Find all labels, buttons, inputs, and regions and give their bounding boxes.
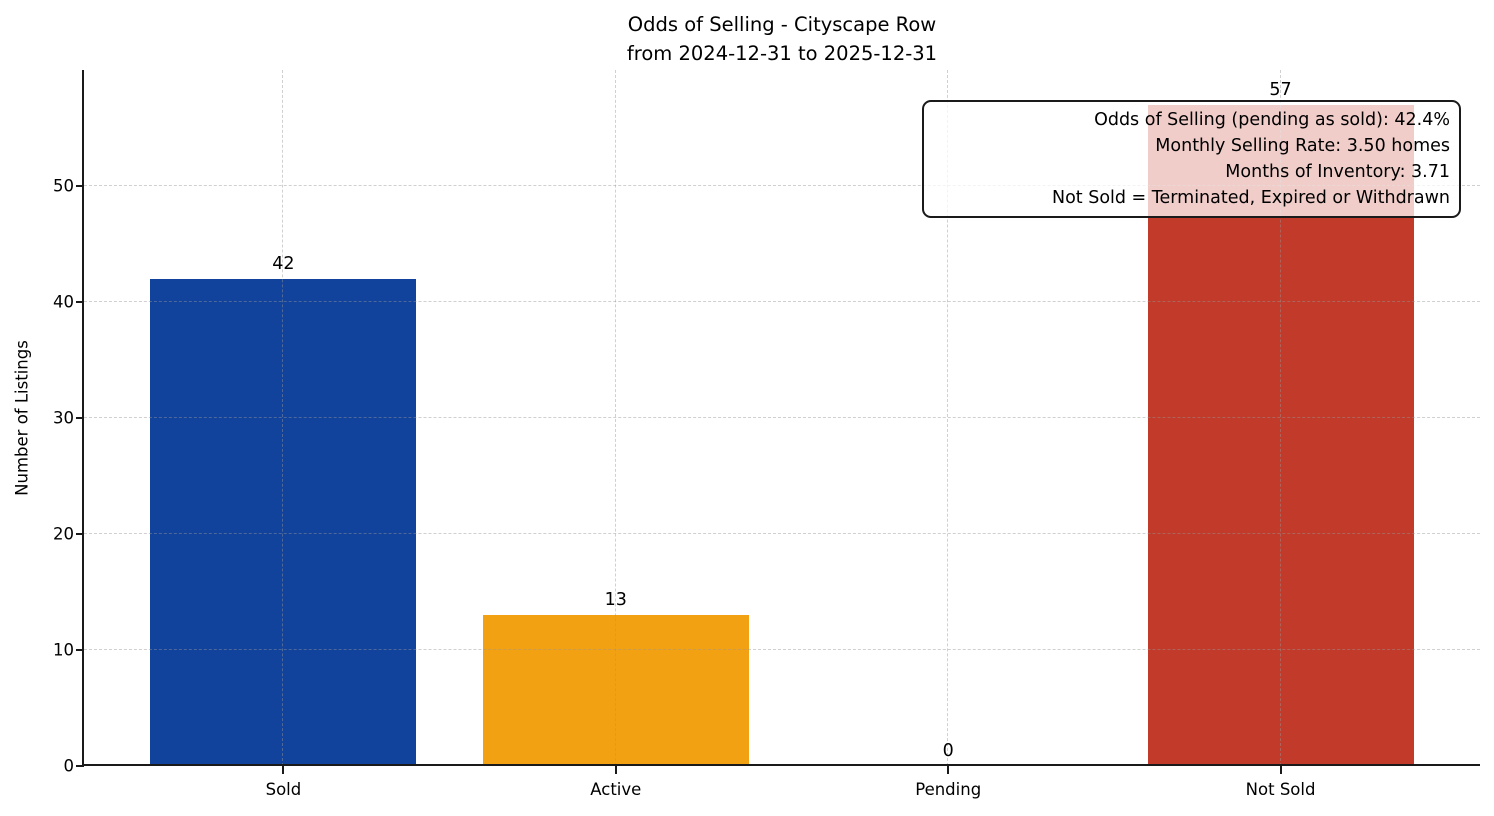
- y-tick-label-20: 20: [53, 524, 74, 544]
- x-tick-label-active: Active: [590, 780, 642, 799]
- x-tick-label-sold: Sold: [265, 780, 302, 799]
- x-axis-spine: [82, 764, 1480, 766]
- x-tick-mark-not-sold: [1279, 766, 1282, 774]
- y-tick-mark-20: [76, 533, 84, 535]
- y-tick-mark-0: [76, 765, 84, 767]
- bar-value-label-sold: 42: [272, 254, 295, 274]
- x-tick-label-not-sold: Not Sold: [1245, 780, 1316, 799]
- y-tick-mark-50: [76, 185, 84, 187]
- y-tick-label-10: 10: [53, 640, 74, 660]
- y-tick-mark-10: [76, 649, 84, 651]
- y-tick-label-40: 40: [53, 292, 74, 312]
- annotation-box: Odds of Selling (pending as sold): 42.4%…: [922, 100, 1461, 218]
- y-tick-mark-30: [76, 417, 84, 419]
- chart-title-line2: from 2024-12-31 to 2025-12-31: [626, 42, 938, 65]
- y-tick-label-30: 30: [53, 408, 74, 428]
- x-tick-mark-sold: [282, 766, 285, 774]
- annotation-not-sold-definition: Not Sold = Terminated, Expired or Withdr…: [1051, 188, 1450, 208]
- y-tick-label-0: 0: [63, 756, 75, 776]
- bar-active: [483, 615, 749, 766]
- bar-value-label-active: 13: [604, 590, 627, 610]
- annotation-odds-of-selling: Odds of Selling (pending as sold): 42.4%: [1094, 110, 1450, 130]
- chart-title-line1: Odds of Selling - Cityscape Row: [627, 13, 937, 36]
- chart-title: Odds of Selling - Cityscape Row from 202…: [84, 10, 1480, 68]
- x-tick-mark-active: [614, 766, 617, 774]
- annotation-monthly-selling-rate: Monthly Selling Rate: 3.50 homes: [1155, 136, 1450, 156]
- y-tick-mark-40: [76, 301, 84, 303]
- y-axis-label: Number of Listings: [12, 340, 32, 496]
- y-axis-spine: [82, 70, 84, 766]
- annotation-months-of-inventory: Months of Inventory: 3.71: [1225, 162, 1450, 182]
- x-tick-mark-pending: [947, 766, 950, 774]
- x-tick-label-pending: Pending: [915, 780, 982, 799]
- bar-sold: [150, 279, 416, 766]
- bar-value-label-pending: 0: [942, 741, 954, 761]
- bar-value-label-not-sold: 57: [1269, 80, 1292, 100]
- y-tick-label-50: 50: [53, 176, 74, 196]
